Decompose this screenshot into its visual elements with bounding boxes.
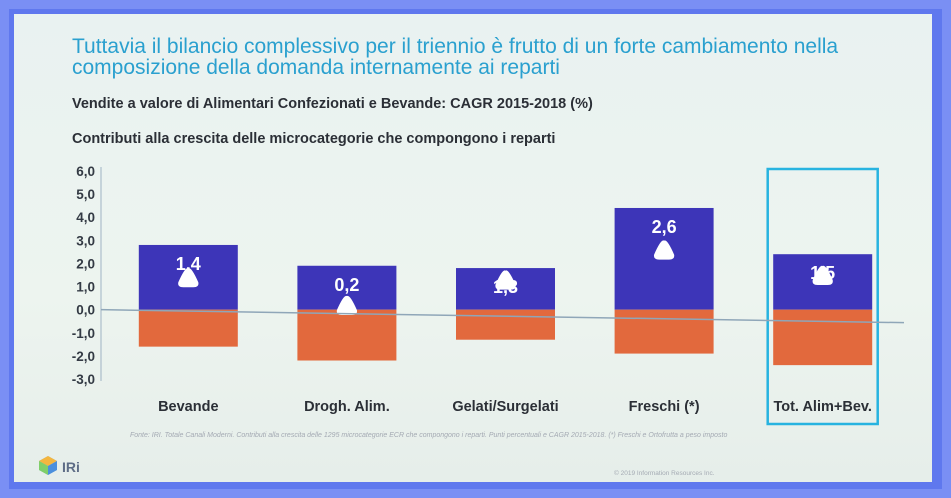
bar-negative <box>138 309 238 347</box>
source-note: Fonte: IRI. Totale Canali Moderni. Contr… <box>130 432 728 439</box>
data-label: 1,4 <box>176 254 201 274</box>
bar-chart: 6,0 5,0 4,0 3,0 2,0 1,0 0,0 -1,0 -2,0 -3,0 1,4 Beva… <box>72 164 905 426</box>
bar-negative <box>773 309 873 366</box>
net-marker <box>178 268 199 288</box>
bar-negative <box>614 309 714 354</box>
y-tick-label: -1,0 <box>72 326 95 341</box>
chart-subtitle-2: Contributi alla crescita delle microcate… <box>72 131 556 147</box>
y-tick-label: 3,0 <box>76 233 95 248</box>
slide-title: Tuttavia il bilancio complessivo per il … <box>72 35 839 79</box>
chart-subtitle: Vendite a valore di Alimentari Confezion… <box>72 96 593 112</box>
copyright: © 2019 Information Resources Inc. <box>614 470 715 477</box>
y-tick-label: -3,0 <box>72 372 95 387</box>
iri-logo-icon <box>39 456 57 475</box>
highlight-frame <box>766 167 879 426</box>
net-marker <box>812 265 833 285</box>
bar-negative <box>297 309 397 361</box>
x-category-label: Freschi (*) <box>629 399 700 415</box>
net-marker <box>336 295 358 316</box>
y-tick-label: 1,0 <box>76 280 95 295</box>
bar-negative <box>456 309 555 340</box>
zero-line <box>100 308 905 324</box>
y-tick-label: 2,0 <box>76 256 95 271</box>
x-category-label: Bevande <box>158 399 218 415</box>
y-tick-label: 5,0 <box>76 187 95 202</box>
net-marker <box>495 270 516 290</box>
data-label: 0,2 <box>334 275 359 295</box>
x-category-label: Gelati/Surgelati <box>452 399 558 415</box>
y-tick-label: 6,0 <box>76 164 95 179</box>
y-tick-label: 0,0 <box>76 303 95 318</box>
y-tick-label: -2,0 <box>72 349 95 364</box>
x-category-label: Tot. Alim+Bev. <box>773 399 871 415</box>
y-tick-label: 4,0 <box>76 210 95 225</box>
x-category-label: Drogh. Alim. <box>304 399 390 415</box>
net-marker <box>653 240 675 260</box>
data-label: 2,6 <box>652 217 677 237</box>
logo-text: IRi <box>62 459 80 475</box>
slide: Tuttavia il bilancio complessivo per il … <box>14 14 932 482</box>
